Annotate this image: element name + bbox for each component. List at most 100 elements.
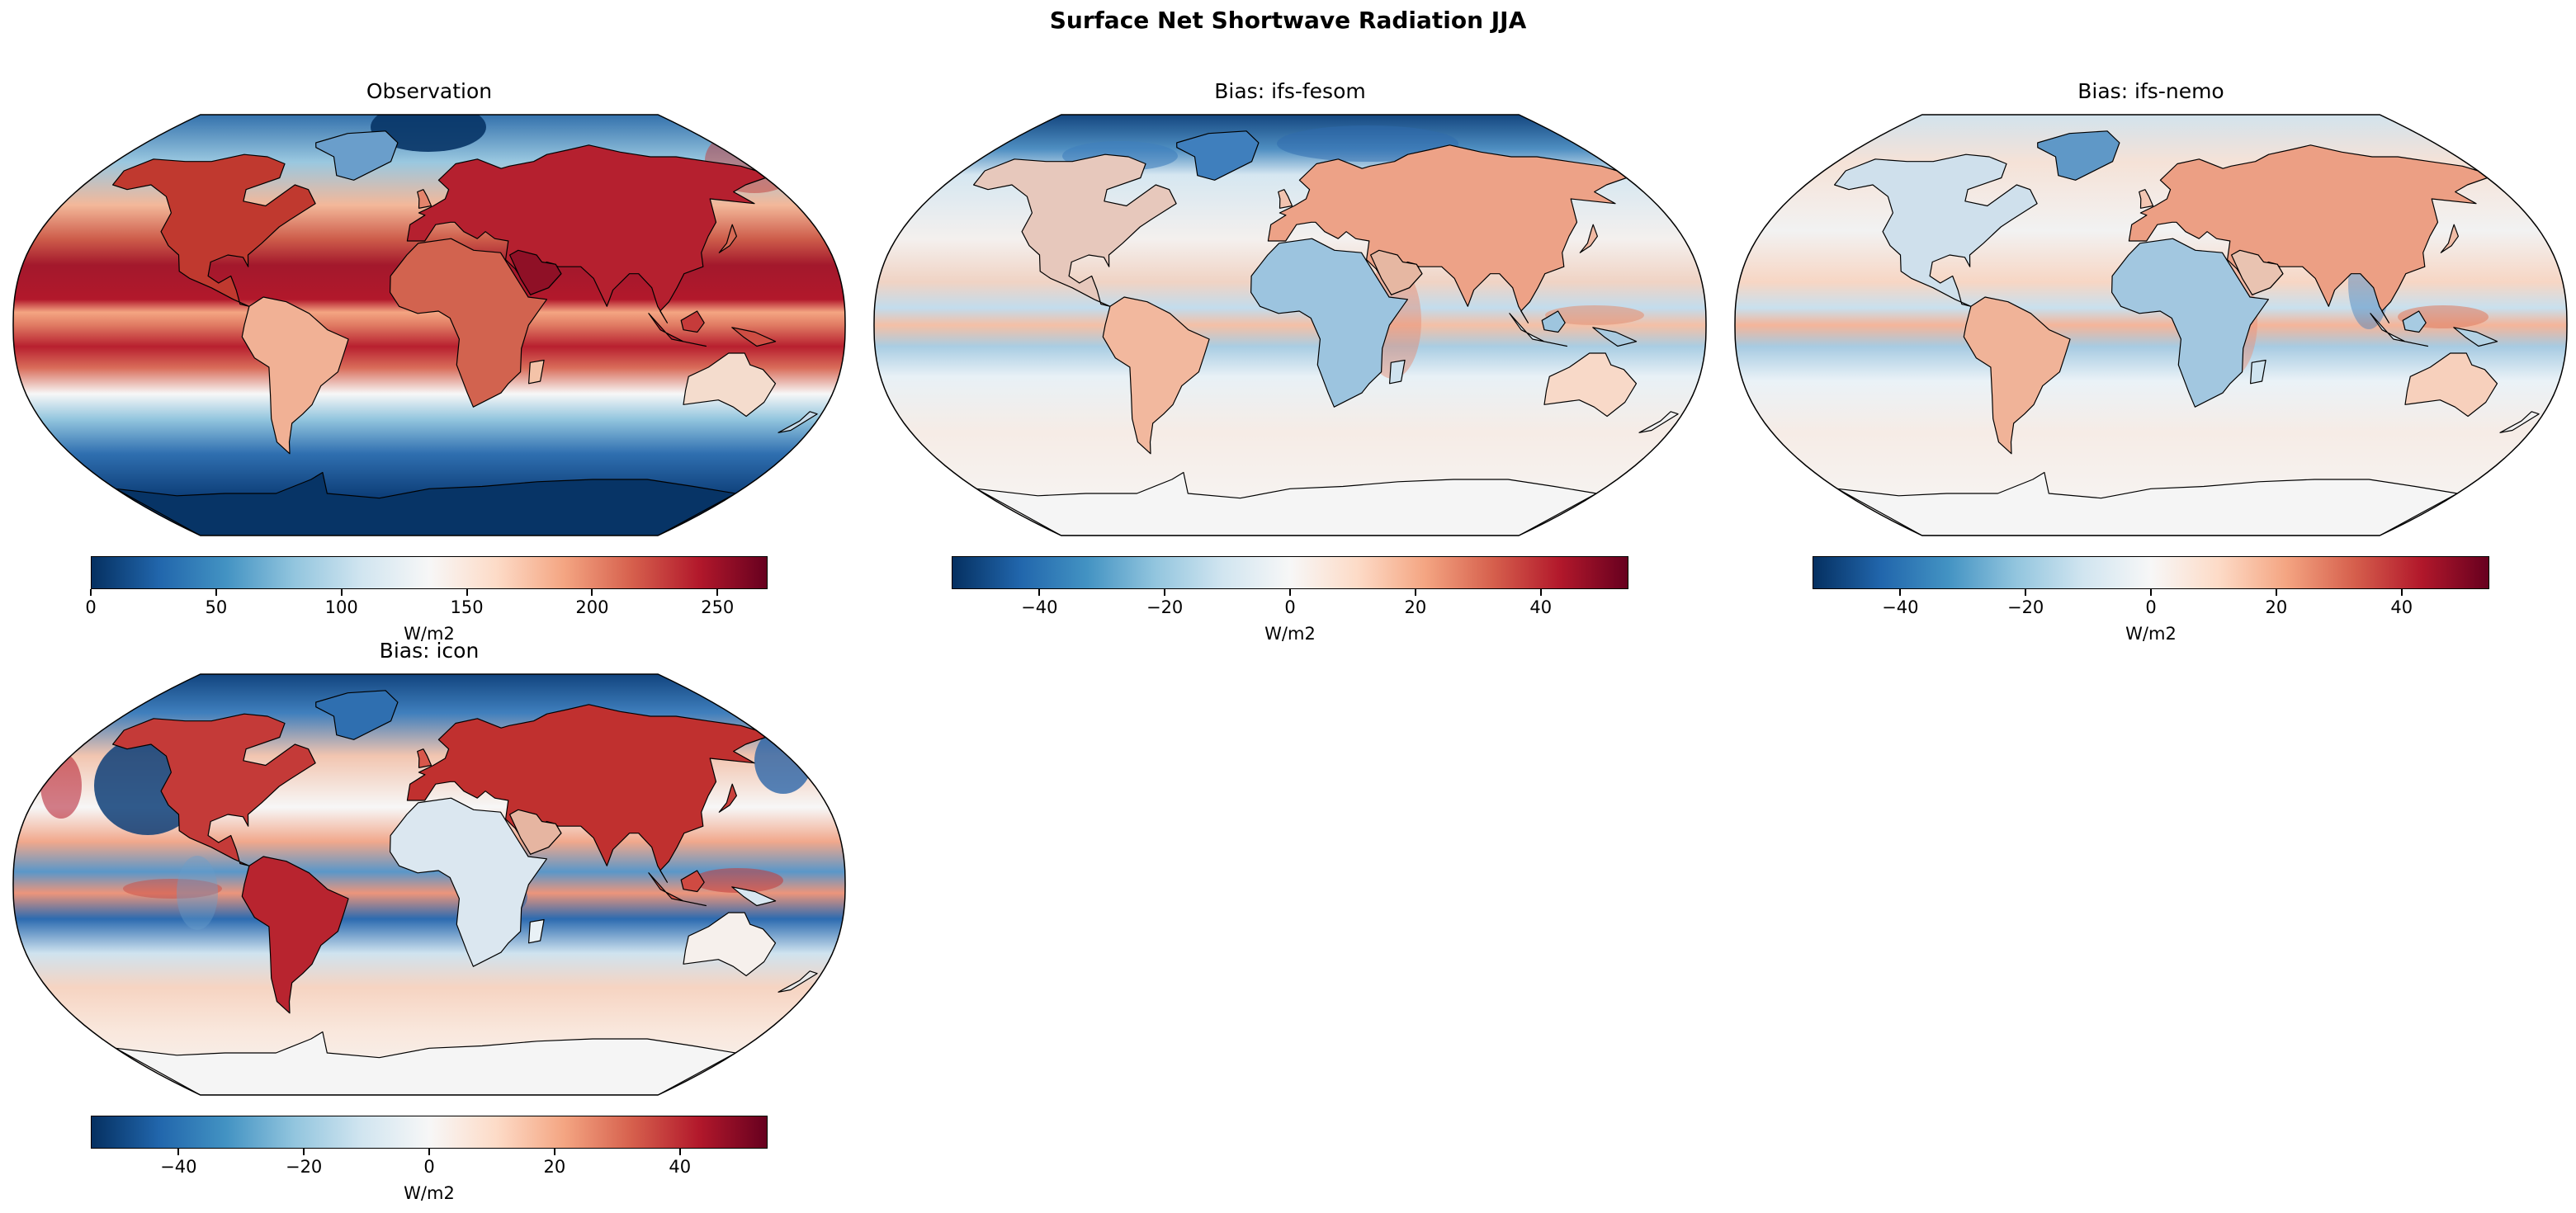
colorbar-ticks-ifs-nemo: −40 −20 0 20 40 [1813,589,2489,622]
panel-ifs-nemo: Bias: ifs-nemo −40 −20 0 20 40 W/m2 [1733,79,2569,657]
land-arabia [509,809,562,855]
panel-title: Bias: ifs-fesom [1214,79,1366,103]
land-newGuinea [731,327,777,347]
tick-mark [215,589,217,596]
panel-title: Bias: ifs-nemo [2077,79,2224,103]
land-borneo [2402,310,2427,333]
tick-label: 40 [2390,597,2413,617]
tick-label: 0 [85,597,97,617]
land-nz [778,411,818,433]
land-australia [1543,352,1638,418]
panel-title: Bias: icon [379,639,480,663]
tick-mark [716,589,719,596]
land-japan [2440,224,2459,253]
figure-title: Surface Net Shortwave Radiation JJA [1049,7,1527,34]
tick-mark [1289,589,1291,596]
ocean-field [13,674,845,1095]
ocean-field [874,115,1706,536]
tick-label: −40 [1882,597,1919,617]
tick-mark [177,1149,180,1155]
land-eurasia [406,704,767,883]
map-border [12,673,846,1096]
tick-mark [2150,589,2152,596]
colorbar-ifs-nemo [1813,556,2489,589]
land-greenland [315,690,399,740]
colorbar-label: W/m2 [404,624,455,644]
tick-mark [340,589,343,596]
land-madagascar [1389,359,1406,385]
tick-mark [1164,589,1166,596]
land-uk [1278,189,1293,209]
tick-label: 200 [575,597,609,617]
tick-label: 0 [2145,597,2157,617]
tick-label: −40 [1021,597,1058,617]
tick-mark [428,1149,430,1155]
land-indonesia [648,313,707,347]
tick-mark [553,1149,555,1155]
land-borneo [680,870,705,893]
land-japan [1579,224,1598,253]
colorbar-ticks-observation: 0 50 100 150 200 250 [85,589,768,622]
colorbar-label: W/m2 [404,1183,455,1203]
land-madagascar [2250,359,2266,385]
colorbar-icon [91,1116,768,1149]
colorbar-ticks-ifs-fesom: −40 −20 0 20 40 [952,589,1628,622]
land-borneo [1541,310,1566,333]
land-madagascar [528,918,545,944]
tick-mark [1414,589,1416,596]
land-madagascar [528,359,545,385]
ocean-field [13,115,845,536]
land-japan [718,783,737,813]
land-australia [2404,352,2498,418]
tick-mark [1539,589,1542,596]
map-observation [12,114,846,536]
tick-label: 20 [2265,597,2288,617]
land-australia [683,352,777,418]
land-japan [718,224,737,253]
land-antarctica [115,1031,736,1095]
land-southAmerica [241,296,349,455]
tick-label: 0 [1284,597,1296,617]
tick-mark [1899,589,1902,596]
land-newGuinea [2453,327,2498,347]
tick-label: 100 [324,597,358,617]
tick-mark [591,589,593,596]
land-southAmerica [241,856,349,1014]
land-indonesia [648,872,707,907]
tick-label: 40 [669,1157,692,1177]
land-northAmerica [1834,153,2038,307]
land-indonesia [1509,313,1567,347]
land-southAmerica [1963,296,2071,455]
map-icon [12,673,846,1096]
panel-ifs-fesom: Bias: ifs-fesom −40 −20 0 20 40 W/m2 [872,79,1708,657]
land-eurasia [1267,144,1628,323]
tick-mark [2025,589,2027,596]
land-uk [417,189,432,209]
map-border [873,114,1707,536]
tick-label: −20 [2006,597,2044,617]
tick-mark [1038,589,1041,596]
colorbar-label: W/m2 [2125,624,2177,644]
land-australia [683,912,777,977]
tick-mark [2400,589,2403,596]
panel-icon: Bias: icon −40 −20 0 20 40 W/m2 [12,639,847,1208]
tick-label: 20 [543,1157,566,1177]
land-nz [1638,411,1679,433]
land-africa [390,797,547,967]
map-border [12,114,846,536]
land-northAmerica [112,153,316,307]
tick-label: 150 [450,597,484,617]
tick-mark [2275,589,2277,596]
land-newGuinea [1592,327,1638,347]
land-northAmerica [112,713,316,866]
land-nz [778,970,818,993]
land-antarctica [115,471,736,536]
land-africa [390,238,547,408]
land-indonesia [2370,313,2428,347]
tick-mark [466,589,468,596]
tick-label: −20 [1146,597,1184,617]
land-arabia [1370,249,1423,295]
land-greenland [2037,130,2120,181]
map-border [1734,114,2568,536]
ocean-field [1735,115,2567,536]
